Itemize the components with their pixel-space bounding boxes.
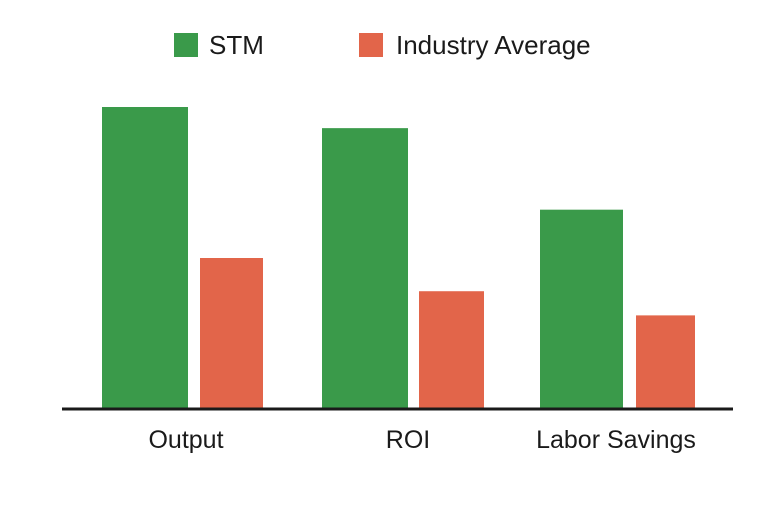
bar-industry-average-roi	[419, 291, 484, 409]
x-tick-label-labor-savings: Labor Savings	[536, 426, 696, 454]
legend-swatch-stm	[174, 33, 198, 57]
x-tick-label-roi: ROI	[386, 426, 430, 454]
bars-group	[102, 107, 695, 409]
legend-label-industry-average: Industry Average	[396, 30, 591, 60]
bar-stm-output	[102, 107, 188, 409]
bar-stm-labor-savings	[540, 209, 623, 409]
bar-stm-roi	[322, 128, 408, 409]
legend: STM Industry Average	[174, 30, 591, 60]
legend-swatch-industry-average	[359, 33, 383, 57]
x-tick-label-output: Output	[148, 426, 223, 454]
legend-label-stm: STM	[209, 30, 264, 60]
x-tick-labels: Output ROI Labor Savings	[148, 426, 695, 454]
bar-industry-average-output	[200, 258, 263, 409]
bar-industry-average-labor-savings	[636, 315, 695, 409]
